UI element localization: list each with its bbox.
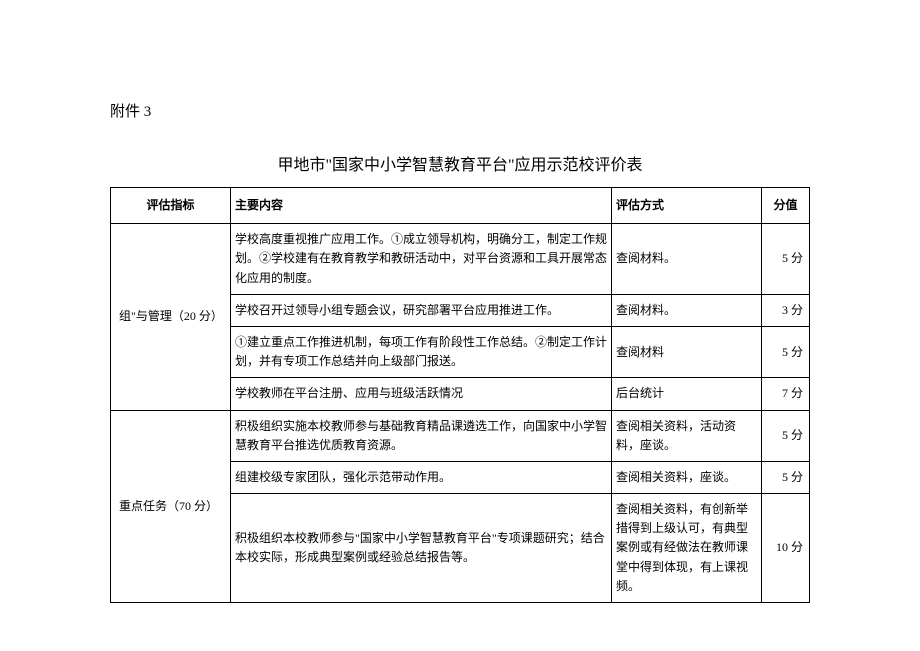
score-cell: 5 分 <box>762 410 810 461</box>
content-cell: 积极组织实施本校教师参与基础教育精品课遴选工作，向国家中小学智慧教育平台推选优质… <box>231 410 612 461</box>
score-cell: 5 分 <box>762 461 810 493</box>
method-cell: 查阅材料 <box>612 326 762 377</box>
score-cell: 5 分 <box>762 326 810 377</box>
header-content: 主要内容 <box>231 188 612 224</box>
content-cell: 积极组织本校教师参与"国家中小学智慧教育平台"专项课题研究；结合本校实际，形成典… <box>231 494 612 603</box>
table-row: 组"与管理（20 分） 学校高度重视推广应用工作。①成立领导机构，明确分工，制定… <box>111 224 810 295</box>
header-score: 分值 <box>762 188 810 224</box>
indicator-cell: 组"与管理（20 分） <box>111 224 231 410</box>
table-body: 组"与管理（20 分） 学校高度重视推广应用工作。①成立领导机构，明确分工，制定… <box>111 224 810 603</box>
indicator-cell: 重点任务（70 分） <box>111 410 231 603</box>
content-cell: ①建立重点工作推进机制，每项工作有阶段性工作总结。②制定工作计划，并有专项工作总… <box>231 326 612 377</box>
score-cell: 10 分 <box>762 494 810 603</box>
content-cell: 学校高度重视推广应用工作。①成立领导机构，明确分工，制定工作规划。②学校建有在教… <box>231 224 612 295</box>
attachment-label: 附件 3 <box>110 100 810 121</box>
score-cell: 5 分 <box>762 224 810 295</box>
method-cell: 查阅相关资料，座谈。 <box>612 461 762 493</box>
content-cell: 学校召开过领导小组专题会议，研究部署平台应用推进工作。 <box>231 294 612 326</box>
method-cell: 查阅相关资料，活动资料，座谈。 <box>612 410 762 461</box>
content-cell: 学校教师在平台注册、应用与班级活跃情况 <box>231 378 612 410</box>
table-row: 重点任务（70 分） 积极组织实施本校教师参与基础教育精品课遴选工作，向国家中小… <box>111 410 810 461</box>
method-cell: 查阅相关资料，有创新举措得到上级认可，有典型案例或有经做法在教师课堂中得到体现，… <box>612 494 762 603</box>
header-indicator: 评估指标 <box>111 188 231 224</box>
content-cell: 组建校级专家团队，强化示范带动作用。 <box>231 461 612 493</box>
page-title: 甲地市"国家中小学智慧教育平台"应用示范校评价表 <box>110 151 810 175</box>
method-cell: 查阅材料。 <box>612 224 762 295</box>
method-cell: 后台统计 <box>612 378 762 410</box>
table-header-row: 评估指标 主要内容 评估方式 分值 <box>111 188 810 224</box>
score-cell: 3 分 <box>762 294 810 326</box>
header-method: 评估方式 <box>612 188 762 224</box>
evaluation-table: 评估指标 主要内容 评估方式 分值 组"与管理（20 分） 学校高度重视推广应用… <box>110 187 810 603</box>
method-cell: 查阅材料。 <box>612 294 762 326</box>
score-cell: 7 分 <box>762 378 810 410</box>
